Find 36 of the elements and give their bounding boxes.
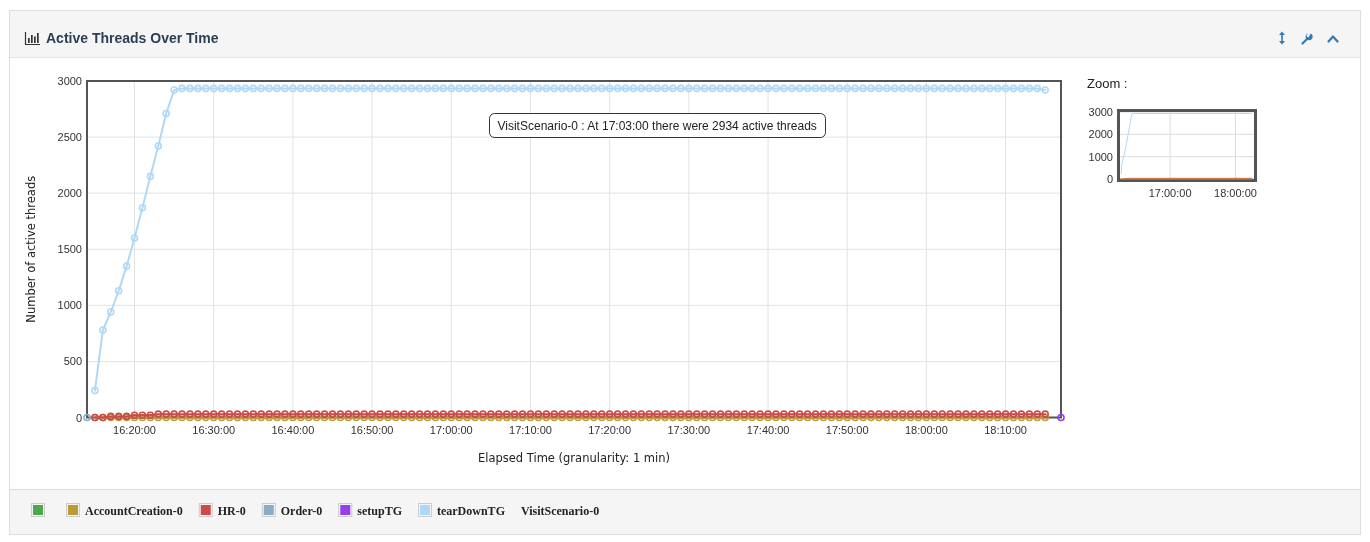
y-tick-label: 2000 [57,187,82,200]
chart-title: Zoom : [1087,76,1128,91]
y-tick-label: 2500 [57,131,82,144]
x-tick-label: 18:00:00 [1214,187,1257,199]
y-tick-label: 1000 [57,299,82,312]
y-tick-label: 3000 [1088,106,1113,118]
y-tick-label: 1500 [57,243,82,256]
x-tick-label: 17:20:00 [588,424,632,436]
x-tick-label: 17:00:00 [429,424,473,436]
x-tick-label: 16:40:00 [271,424,315,436]
y-tick-label: 0 [1106,173,1113,185]
x-tick-label: 16:50:00 [350,424,394,436]
legend-label: HR-0 [217,503,246,518]
y-tick-label: 2000 [1088,128,1113,141]
x-tick-label: 17:40:00 [746,424,790,436]
legend-label: AccountCreation-0 [85,503,183,518]
x-tick-label: 16:20:00 [113,424,156,436]
y-tick-label: 0 [75,411,82,424]
chart-title: Active Threads Over Time [46,30,219,46]
x-tick-label: 18:10:00 [984,424,1028,436]
legend-label: tearDownTG [436,503,505,518]
x-tick-label: 17:10:00 [509,424,552,436]
x-tick-label: 17:00:00 [1148,187,1192,199]
y-tick-label: 3000 [57,75,82,87]
x-tick-label: 17:30:00 [667,424,711,436]
x-tick-label: 16:30:00 [192,424,236,436]
y-tick-label: 1000 [1088,150,1113,163]
y-axis-title: Number of active threads [24,175,38,323]
legend-label: setupTG [357,503,402,518]
x-tick-label: 17:50:00 [825,424,869,436]
legend-label: Order-0 [280,503,323,518]
x-tick-label: 18:00:00 [904,424,948,436]
text: VisitScenario-0 [520,503,600,518]
x-axis-title: Elapsed Time (granularity: 1 min) [477,451,671,465]
annotation: VisitScenario-0 : At 17:03:00 there were 2934 active threads [497,119,817,133]
y-tick-label: 500 [63,355,82,368]
